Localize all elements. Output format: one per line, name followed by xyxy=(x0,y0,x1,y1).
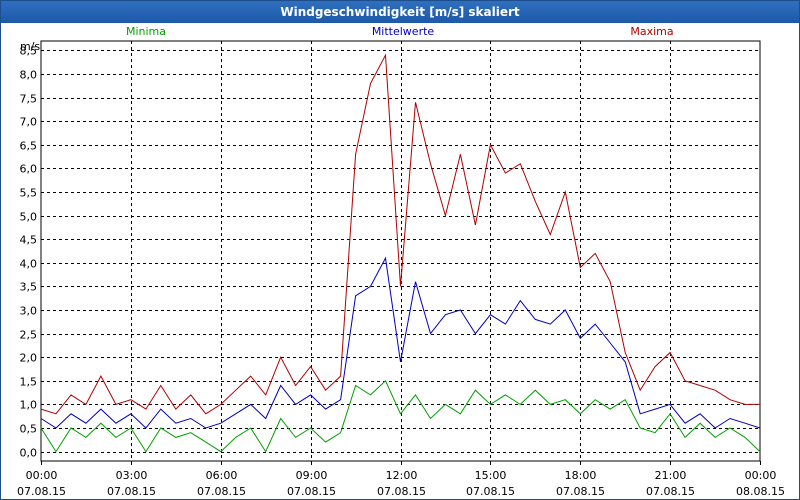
y-tick-label: 2,5 xyxy=(20,329,38,342)
y-tick-label: 8,5 xyxy=(20,45,38,58)
y-tick-label: 6,5 xyxy=(20,140,38,153)
plot-area-frame xyxy=(40,40,761,462)
y-tick-label: 0,0 xyxy=(20,447,38,460)
y-tick-label: 8,0 xyxy=(20,69,38,82)
y-tick-label: 0,5 xyxy=(20,423,38,436)
x-tick-time: 18:00 xyxy=(565,469,597,482)
window-title: Windgeschwindigkeit [m/s] skaliert xyxy=(1,1,799,23)
legend-mittelwerte: Mittelwerte xyxy=(372,25,435,38)
x-tick-time: 06:00 xyxy=(206,469,238,482)
x-tick-time: 12:00 xyxy=(386,469,418,482)
y-tick-label: 3,5 xyxy=(20,281,38,294)
series-line-maxima xyxy=(40,53,760,415)
x-tick-time: 15:00 xyxy=(475,469,507,482)
x-tick-date: 07.08.15 xyxy=(197,485,246,498)
y-tick-label: 5,0 xyxy=(20,211,38,224)
x-tick-date: 07.08.15 xyxy=(556,485,605,498)
y-tick-label: 2,0 xyxy=(20,352,38,365)
x-tick-date: 08.08.15 xyxy=(736,485,785,498)
x-tick-date: 07.08.15 xyxy=(466,485,515,498)
y-tick-label: 7,5 xyxy=(20,93,38,106)
x-tick-time: 00:00 xyxy=(26,469,58,482)
x-tick-date: 07.08.15 xyxy=(646,485,695,498)
y-tick-label: 4,5 xyxy=(20,234,38,247)
x-tick-date: 07.08.15 xyxy=(107,485,156,498)
y-tick-label: 3,0 xyxy=(20,305,38,318)
legend-minima: Minima xyxy=(126,25,166,38)
y-tick-label: 6,0 xyxy=(20,163,38,176)
y-axis-unit-label: m/s xyxy=(20,40,40,53)
y-tick-label: 1,5 xyxy=(20,376,38,389)
legend-maxima: Maxima xyxy=(630,25,673,38)
y-tick-label: 4,0 xyxy=(20,258,38,271)
y-tick-label: 5,5 xyxy=(20,187,38,200)
x-tick-time: 21:00 xyxy=(655,469,687,482)
y-tick-label: 1,0 xyxy=(20,399,38,412)
x-tick-time: 09:00 xyxy=(296,469,328,482)
x-tick-date: 07.08.15 xyxy=(17,485,66,498)
x-tick-time: 00:00 xyxy=(745,469,777,482)
x-tick-time: 03:00 xyxy=(116,469,148,482)
series-line-minima xyxy=(40,379,761,453)
series-line-mittelwerte xyxy=(40,256,761,429)
y-tick-label: 7,0 xyxy=(20,116,38,129)
x-tick-date: 07.08.15 xyxy=(377,485,426,498)
x-tick-date: 07.08.15 xyxy=(287,485,336,498)
